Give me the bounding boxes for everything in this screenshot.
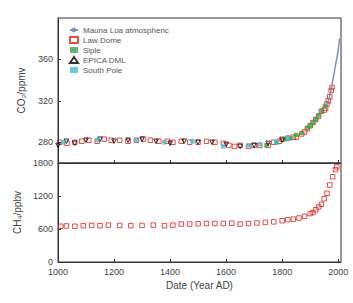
svg-text:1400: 1400	[160, 267, 180, 277]
svg-text:320: 320	[38, 96, 53, 106]
svg-text:0: 0	[48, 257, 53, 267]
svg-text:Mauna Loa atmospheric: Mauna Loa atmospheric	[83, 26, 169, 35]
svg-text:280: 280	[38, 137, 53, 147]
svg-text:360: 360	[38, 54, 53, 64]
svg-text:1600: 1600	[216, 267, 236, 277]
svg-text:1200: 1200	[104, 267, 124, 277]
svg-text:EPICA DML: EPICA DML	[83, 56, 126, 65]
svg-text:Date (Year AD): Date (Year AD)	[166, 280, 233, 291]
svg-text:600: 600	[38, 224, 53, 234]
svg-text:1800: 1800	[33, 158, 53, 168]
svg-text:1800: 1800	[272, 267, 292, 277]
svg-text:CO₂/ppmv: CO₂/ppmv	[16, 67, 27, 113]
svg-text:South Pole: South Pole	[83, 66, 123, 75]
svg-text:2000: 2000	[328, 267, 348, 277]
svg-text:CH₄/ppbv: CH₄/ppbv	[12, 191, 23, 234]
svg-text:1200: 1200	[33, 191, 53, 201]
svg-text:Law Dome: Law Dome	[83, 36, 122, 45]
svg-text:1000: 1000	[48, 267, 68, 277]
svg-text:Siple: Siple	[83, 46, 101, 55]
